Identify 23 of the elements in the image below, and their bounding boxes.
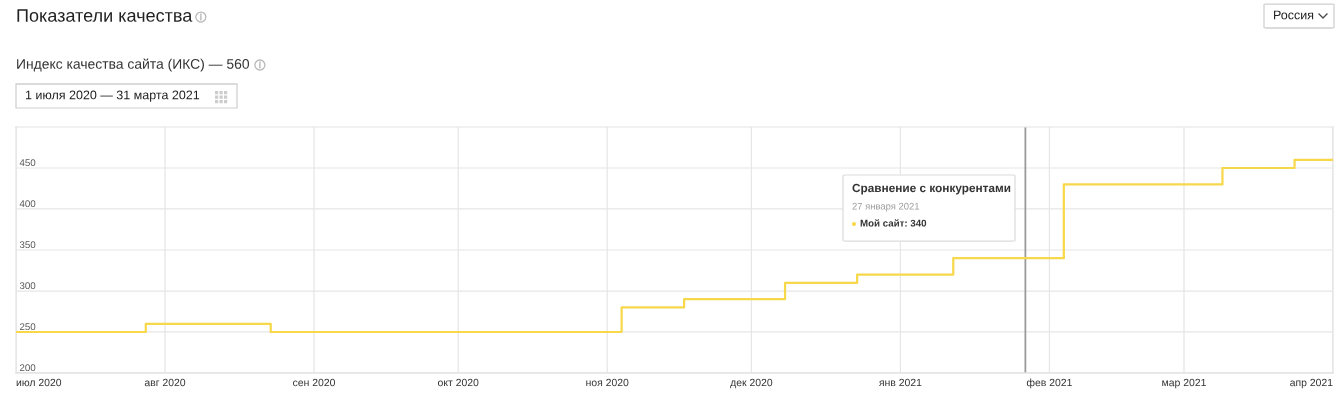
- y-tick-label: 300: [19, 282, 36, 290]
- y-tick-label: 400: [19, 200, 36, 208]
- x-tick-label: сен 2020: [293, 378, 336, 387]
- annotation: Сравнение с конкурентами: [852, 183, 1011, 195]
- annotation: Мой сайт: 340: [860, 219, 927, 227]
- chart-title: Показатели качества: [17, 9, 193, 22]
- annotation: 27 января 2021: [852, 202, 920, 212]
- y-tick-label: 450: [19, 159, 36, 167]
- x-tick-label: июл 2020: [16, 378, 62, 387]
- y-tick-label: 250: [19, 323, 36, 331]
- text: Россия: [1274, 10, 1314, 20]
- text: 1 июля 2020 — 31 марта 2021: [25, 90, 200, 102]
- y-tick-label: 200: [19, 364, 36, 372]
- x-tick-label: мар 2021: [1162, 378, 1206, 389]
- x-tick-label: ноя 2020: [586, 378, 629, 387]
- chart-subtitle: Индекс качества сайта (ИКС) — 560: [17, 58, 250, 72]
- y-tick-label: 350: [19, 241, 36, 249]
- x-tick-label: дек 2020: [730, 378, 773, 389]
- x-tick-label: авг 2020: [144, 378, 186, 387]
- x-tick-label: апр 2021: [1290, 378, 1333, 389]
- x-tick-label: окт 2020: [437, 378, 479, 387]
- x-tick-label: фев 2021: [1026, 378, 1072, 389]
- x-tick-label: янв 2021: [879, 378, 922, 387]
